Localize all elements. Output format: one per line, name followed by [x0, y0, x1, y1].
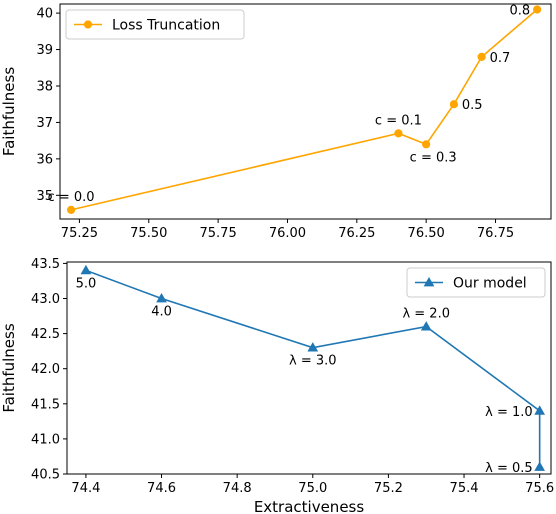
plot-frame [59, 3, 552, 220]
annotation-label: 5.0 [76, 276, 97, 291]
legend: Our model [406, 267, 546, 298]
x-tick-label: 75.50 [130, 226, 167, 241]
x-tick-label: 75.75 [200, 226, 237, 241]
legend: Loss Truncation [65, 9, 245, 40]
legend-marker [423, 276, 435, 287]
data-point [534, 405, 546, 415]
y-tick-label: 42.0 [31, 362, 60, 377]
x-tick-label: 75.25 [61, 226, 98, 241]
annotation-label: c = 0.3 [410, 150, 457, 165]
y-tick-label: 41.0 [31, 432, 60, 447]
data-point [449, 100, 459, 109]
data-point [307, 342, 319, 352]
plot-frame [66, 261, 552, 475]
legend-box [65, 9, 245, 40]
legend-marker [83, 20, 93, 29]
series-line [70, 8, 538, 211]
x-tick-label: 76.25 [338, 226, 375, 241]
y-axis-label: Faithfulness [0, 323, 18, 413]
y-tick-label: 40 [36, 7, 53, 22]
y-tick-label: 39 [36, 43, 53, 58]
annotation-label: 0.8 [509, 3, 530, 18]
annotation-label: c = 0.0 [48, 190, 95, 205]
y-tick-label: 38 [36, 79, 53, 94]
x-tick-label: 74.4 [71, 481, 100, 496]
annotation-label: λ = 1.0 [485, 405, 533, 420]
x-tick-label: 74.6 [147, 481, 176, 496]
data-point [80, 264, 92, 275]
y-tick-label: 36 [36, 152, 53, 167]
data-point [394, 129, 403, 138]
chart-panel-1: 75.25 75.50 75.75 76.00 76.25 76.50 76.75 35 36 3… [0, 3, 552, 241]
annotation-label: 0.5 [462, 98, 483, 113]
x-tick-label: 74.8 [223, 481, 252, 496]
y-tick-label: 42.5 [31, 327, 60, 342]
x-axis-label: Extractiveness [254, 498, 365, 514]
annotation-label: λ = 3.0 [289, 354, 337, 369]
legend-label: Our model [453, 276, 527, 292]
y-axis-label: Faithfulness [0, 67, 18, 157]
annotation-label: λ = 0.5 [485, 461, 533, 476]
y-tick-label: 40.5 [31, 468, 60, 483]
data-point [533, 5, 542, 14]
data-point [477, 52, 486, 61]
y-tick-label: 41.5 [31, 397, 60, 412]
data-point [156, 292, 167, 303]
x-tick-label: 75.6 [525, 481, 554, 496]
data-point [66, 205, 76, 214]
x-tick-label: 75.2 [374, 481, 403, 496]
legend-box [406, 267, 546, 298]
data-point [534, 461, 546, 471]
chart-panel-2: 74.4 74.6 74.8 75.0 75.2 75.4 75.6 40.5 41.0 41.5… [0, 257, 554, 514]
y-tick-label: 43.0 [31, 292, 60, 307]
y-tick-label: 43.5 [31, 257, 60, 272]
annotation-label: λ = 2.0 [402, 307, 450, 322]
y-tick-label: 37 [36, 116, 53, 131]
y-tick-label: 35 [36, 189, 53, 204]
x-tick-label: 76.75 [477, 226, 514, 241]
x-tick-label: 75.0 [298, 481, 327, 496]
annotation-label: c = 0.1 [375, 113, 422, 128]
annotation-label: 4.0 [151, 305, 172, 320]
data-point [422, 140, 431, 149]
data-point [420, 321, 432, 331]
annotation-label: 0.7 [490, 51, 511, 66]
series-line [85, 269, 541, 467]
x-tick-label: 76.50 [408, 226, 445, 241]
x-tick-label: 76.00 [269, 226, 306, 241]
x-tick-label: 75.4 [450, 481, 479, 496]
legend-label: Loss Truncation [112, 18, 220, 34]
